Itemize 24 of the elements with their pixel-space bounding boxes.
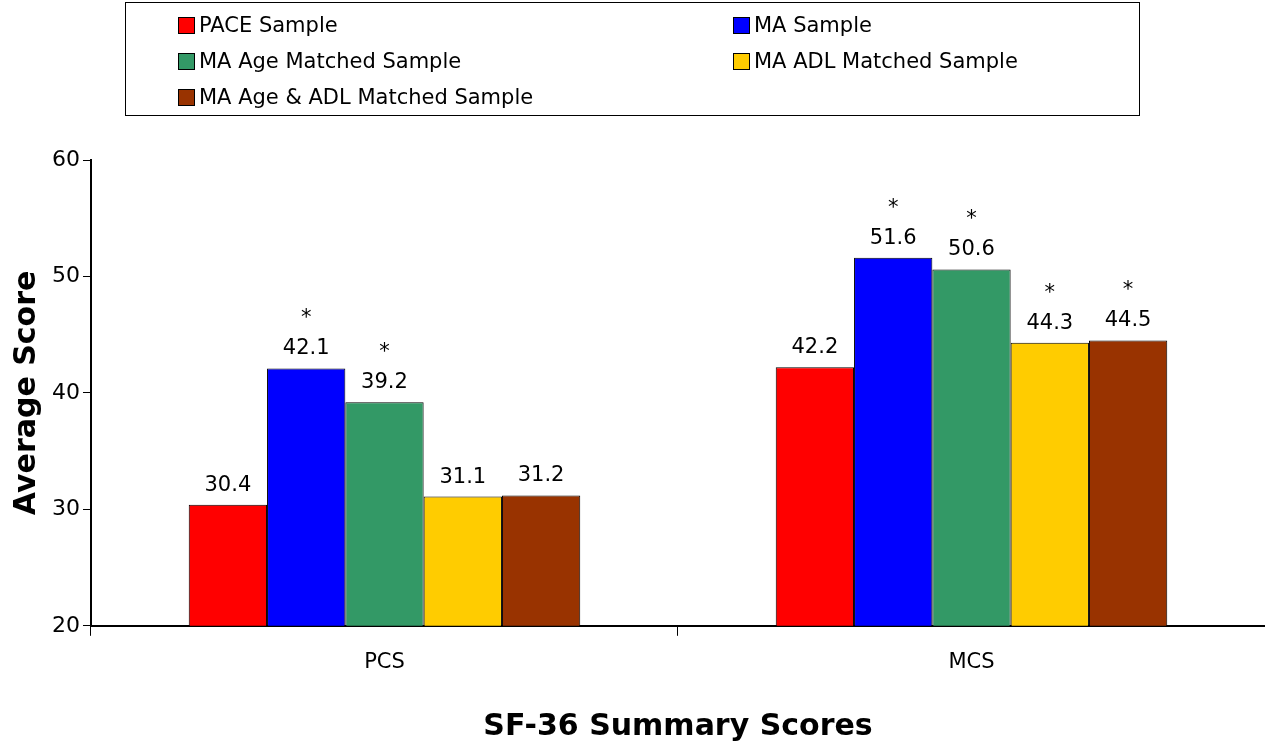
legend-label: MA Age Matched Sample <box>199 47 462 75</box>
y-tick-label: 40 <box>51 378 80 404</box>
data-label: 31.1 <box>439 462 487 490</box>
legend-label: PACE Sample <box>199 11 338 39</box>
data-label: 31.2 <box>517 461 565 489</box>
legend-label: MA Sample <box>754 11 872 39</box>
data-label: * 50.6 <box>948 205 995 263</box>
data-label: * 51.6 <box>869 193 917 251</box>
legend-label: MA ADL Matched Sample <box>754 47 1018 75</box>
x-tick-label: PCS <box>364 648 405 673</box>
data-label: 42.2 <box>791 333 839 361</box>
x-axis-title: SF-36 Summary Scores <box>483 706 873 742</box>
legend-label: MA Age & ADL Matched Sample <box>199 83 534 111</box>
data-label: 30.4 <box>204 470 252 498</box>
x-tick-label: MCS <box>948 648 995 673</box>
y-tick-label: 50 <box>51 262 80 288</box>
data-label: * 44.3 <box>1026 278 1074 336</box>
data-label: * 44.5 <box>1104 276 1152 334</box>
y-tick-label: 20 <box>51 611 80 637</box>
y-axis-title: Average Score <box>6 270 42 516</box>
data-label: * 39.2 <box>361 338 408 396</box>
y-tick-label: 60 <box>51 145 80 171</box>
y-tick-label: 30 <box>51 495 80 521</box>
data-label: * 42.1 <box>282 304 330 362</box>
